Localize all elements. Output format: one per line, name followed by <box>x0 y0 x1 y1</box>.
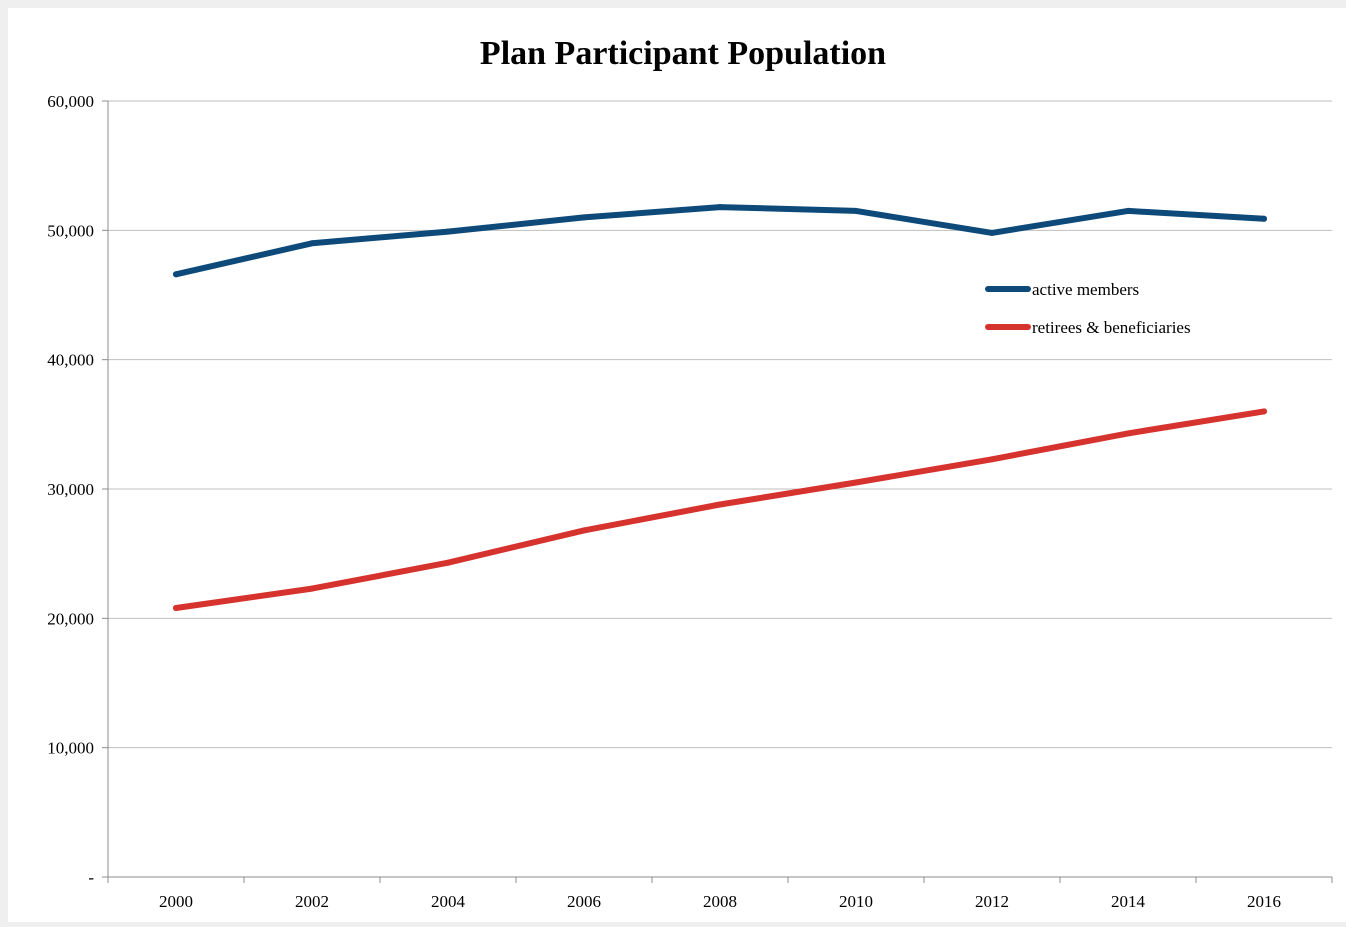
x-tick-label: 2010 <box>839 892 873 911</box>
y-tick-label: - <box>88 868 94 887</box>
line-chart: Plan Participant Population - 10,000 20,00… <box>47 35 1333 911</box>
x-tick-label: 2014 <box>1111 892 1146 911</box>
y-tick-label: 60,000 <box>47 92 94 111</box>
data-point <box>173 604 179 611</box>
chart-frame: Plan Participant Population - 10,000 20,00… <box>8 8 1346 922</box>
y-tick-label: 10,000 <box>47 739 94 758</box>
data-point <box>717 501 723 508</box>
data-point <box>1125 207 1131 214</box>
data-point <box>717 204 723 211</box>
series-line-retirees-beneficiaries <box>173 408 1267 611</box>
y-tick-label: 50,000 <box>47 221 94 240</box>
y-tick-label: 40,000 <box>47 351 94 370</box>
axes: - 10,000 20,000 30,000 40,000 50,000 60,000 200… <box>47 92 1333 911</box>
data-point <box>309 585 315 592</box>
y-tick-label: 20,000 <box>47 609 94 628</box>
legend: active members retirees & beneficiaries <box>985 280 1191 337</box>
x-tick-label: 2006 <box>567 892 601 911</box>
data-point <box>445 228 451 235</box>
data-point <box>309 240 315 247</box>
data-point <box>989 456 995 463</box>
data-point <box>445 559 451 566</box>
x-tick-label: 2002 <box>295 892 329 911</box>
x-tick-label: 2000 <box>159 892 193 911</box>
x-tick-label: 2008 <box>703 892 737 911</box>
data-point <box>853 479 859 486</box>
y-tick-label: 30,000 <box>47 480 94 499</box>
data-point <box>1261 215 1267 222</box>
data-point <box>1125 430 1131 437</box>
legend-label: retirees & beneficiaries <box>1032 318 1191 337</box>
series-line-active-members <box>173 204 1267 278</box>
series-lines <box>173 204 1267 611</box>
data-point <box>173 271 179 278</box>
data-point <box>581 214 587 221</box>
x-tick-label: 2004 <box>431 892 466 911</box>
data-point <box>989 229 995 236</box>
x-tick-label: 2012 <box>975 892 1009 911</box>
chart-title: Plan Participant Population <box>480 35 886 72</box>
data-point <box>1261 408 1267 415</box>
data-point <box>581 527 587 534</box>
legend-label: active members <box>1032 280 1139 299</box>
gridlines <box>108 100 1332 749</box>
x-tick-label: 2016 <box>1247 892 1281 911</box>
data-point <box>853 207 859 214</box>
